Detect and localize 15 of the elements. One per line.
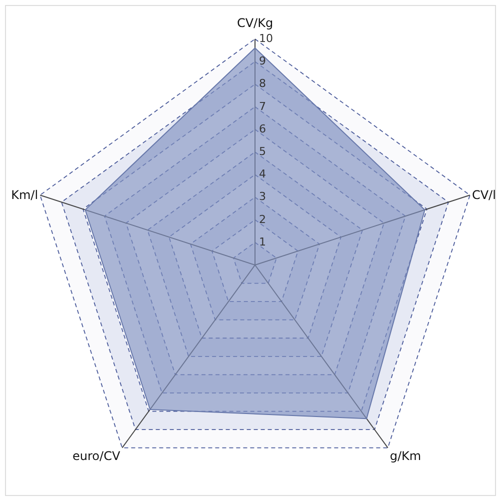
y-tick-label: 5 [259, 145, 266, 158]
y-tick-label: 9 [259, 54, 266, 68]
y-tick-label: 6 [259, 122, 266, 136]
y-tick-label: 7 [259, 100, 266, 113]
y-tick-label: 2 [259, 212, 266, 226]
spoke-label: CV/l [472, 188, 496, 202]
spoke-label: euro/CV [72, 448, 121, 463]
y-tick-label: 10 [259, 32, 273, 45]
y-tick-label: 8 [259, 77, 266, 90]
y-tick-label: 3 [259, 190, 266, 204]
spoke-label: Km/l [11, 188, 38, 202]
y-tick-label: 4 [259, 168, 266, 181]
spoke-label: CV/Kg [236, 16, 274, 30]
spoke-label: g/Km [390, 448, 422, 463]
y-tick-label: 1 [259, 235, 266, 248]
